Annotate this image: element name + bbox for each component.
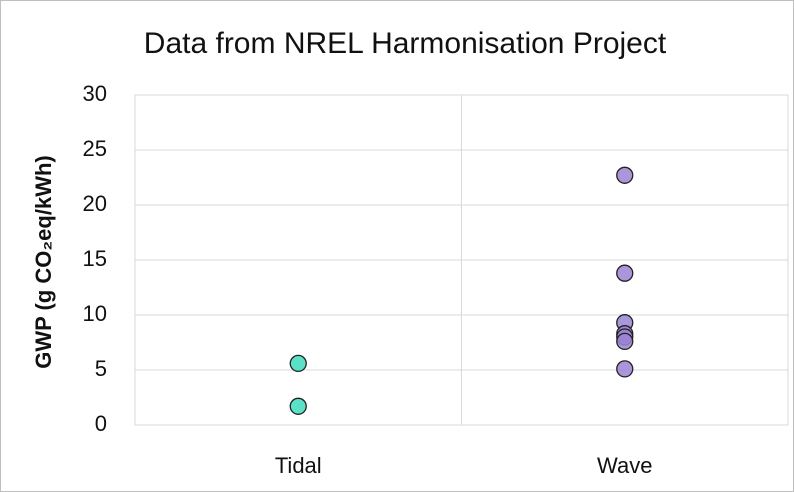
y-tick-label: 5	[95, 356, 107, 381]
x-tick-label: Wave	[597, 453, 652, 478]
y-tick-label: 20	[83, 191, 107, 216]
y-tick-label: 30	[83, 81, 107, 106]
data-point	[616, 264, 634, 282]
data-point	[289, 397, 307, 415]
y-tick-label: 25	[83, 136, 107, 161]
y-axis-label: GWP (g CO₂eq/kWh)	[31, 155, 56, 368]
y-tick-label: 0	[95, 411, 107, 436]
y-tick-label: 10	[83, 301, 107, 326]
data-point	[289, 354, 307, 373]
y-tick-label: 15	[83, 246, 107, 271]
data-point	[616, 332, 634, 351]
data-point	[616, 166, 634, 184]
data-point	[616, 360, 634, 378]
x-tick-label: Tidal	[275, 453, 322, 478]
chart-title: Data from NREL Harmonisation Project	[144, 27, 667, 60]
